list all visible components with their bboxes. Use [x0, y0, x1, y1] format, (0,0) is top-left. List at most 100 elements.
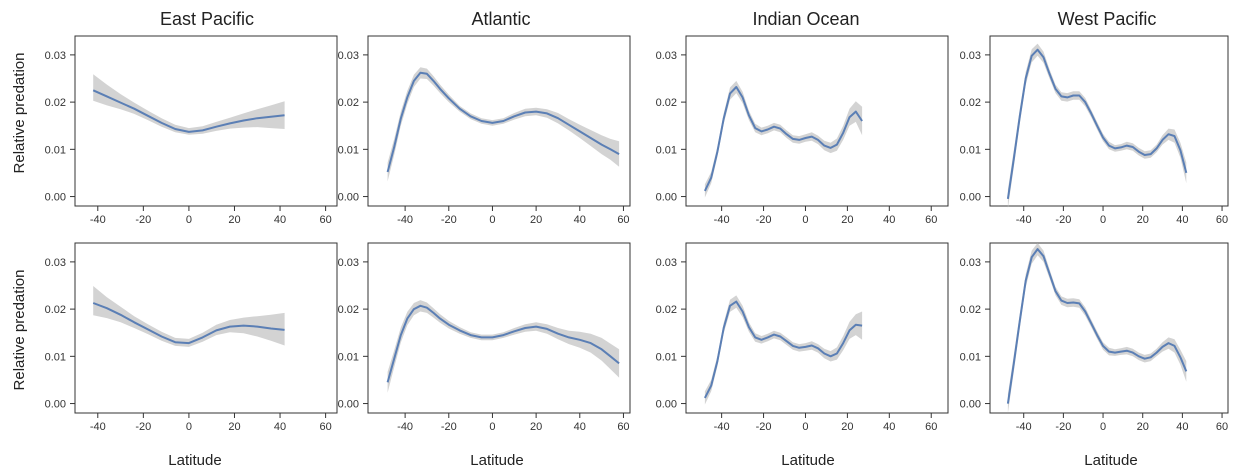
x-tick-label: 0: [1100, 421, 1106, 433]
plot-frame: [685, 35, 949, 207]
x-tick-label: -40: [90, 214, 106, 226]
x-tick-label: 20: [530, 214, 542, 226]
x-tick-label: 40: [1176, 214, 1188, 226]
y-axis-labels: Relative predation Relative predation: [11, 53, 28, 391]
plot-frame: [989, 242, 1229, 414]
panel-atlantic-row1: -40 -20 0 20 40 60 0.00 0.01 0.02 0.03: [338, 35, 631, 226]
y-tick-label: 0.01: [960, 351, 981, 363]
panel-indian-ocean-row2: -40 -20 0 20 40 60 0.00 0.01 0.02 0.03: [656, 242, 949, 433]
x-tick-label: 60: [617, 214, 629, 226]
y-tick-label: 0.00: [960, 399, 981, 411]
y-tick-label: 0.01: [656, 144, 677, 156]
fit-line: [92, 302, 285, 345]
panel-indian-ocean-row1: -40 -20 0 20 40 60 0.00 0.01 0.02 0.03: [656, 35, 949, 226]
x-tick-label: -40: [714, 421, 730, 433]
x-tick-label: -40: [90, 421, 106, 433]
x-tick-label: -20: [135, 421, 151, 433]
x-tick-label: 20: [530, 421, 542, 433]
x-tick-label: -20: [1055, 421, 1071, 433]
x-tick-label: 0: [489, 214, 495, 226]
x-tick-label: -20: [1055, 214, 1071, 226]
y-tick-label: 0.00: [656, 399, 677, 411]
x-axis-label-3: Latitude: [781, 452, 834, 469]
y-tick-label: 0.00: [45, 192, 66, 204]
panel-west-pacific-row2: -40 -20 0 20 40 60 0.00 0.01 0.02 0.03: [960, 242, 1229, 433]
fit-line: [1006, 248, 1188, 404]
y-tick-label: 0.00: [45, 399, 66, 411]
x-tick-label: 20: [228, 421, 240, 433]
fit-line: [386, 304, 620, 383]
y-tick-label: 0.03: [960, 257, 981, 269]
y-tick-label: 0.01: [45, 351, 66, 363]
y-tick-label: 0.02: [338, 97, 359, 109]
y-tick-label: 0.03: [45, 257, 66, 269]
column-title-east-pacific: East Pacific: [160, 9, 254, 29]
panels: -40 -20 0 20 40 60 0.00 0.01 0.02 0.03 -40 -20 0 20 40…: [45, 35, 1229, 433]
x-tick-label: 60: [319, 421, 331, 433]
x-axis-labels: Latitude Latitude Latitude Latitude: [168, 452, 1137, 469]
x-tick-label: 20: [1137, 214, 1149, 226]
x-tick-label: 60: [1216, 421, 1228, 433]
y-tick-label: 0.02: [960, 304, 981, 316]
confidence-band: [387, 300, 620, 393]
x-tick-label: -20: [441, 421, 457, 433]
y-tick-label: 0.02: [960, 97, 981, 109]
x-tick-label: 60: [319, 214, 331, 226]
plot-frame: [74, 242, 338, 414]
y-tick-label: 0.00: [338, 399, 359, 411]
x-tick-label: -40: [714, 214, 730, 226]
y-tick-label: 0.01: [960, 144, 981, 156]
confidence-band: [1007, 243, 1187, 413]
x-axis-label-1: Latitude: [168, 452, 221, 469]
column-title-west-pacific: West Pacific: [1058, 9, 1157, 29]
y-tick-label: 0.01: [656, 351, 677, 363]
x-tick-label: 60: [1216, 214, 1228, 226]
x-tick-label: -20: [441, 214, 457, 226]
x-tick-label: 0: [489, 421, 495, 433]
fit-line: [703, 86, 863, 192]
x-tick-label: -40: [1016, 421, 1032, 433]
x-tick-label: 40: [274, 421, 286, 433]
fit-line: [1006, 48, 1188, 200]
plot-frame: [685, 242, 949, 414]
column-title-atlantic: Atlantic: [471, 9, 530, 29]
x-tick-label: 0: [802, 421, 808, 433]
x-axis-label-4: Latitude: [1084, 452, 1137, 469]
x-tick-label: 40: [574, 421, 586, 433]
y-tick-label: 0.01: [338, 351, 359, 363]
y-tick-label: 0.03: [656, 50, 677, 62]
confidence-band: [387, 67, 620, 182]
y-tick-label: 0.02: [45, 304, 66, 316]
y-tick-label: 0.03: [960, 50, 981, 62]
y-tick-label: 0.02: [45, 97, 66, 109]
x-tick-label: 0: [1100, 214, 1106, 226]
x-tick-label: -40: [397, 214, 413, 226]
y-tick-label: 0.01: [45, 144, 66, 156]
plot-frame: [74, 35, 338, 207]
x-tick-label: -20: [756, 421, 772, 433]
x-tick-label: 20: [841, 421, 853, 433]
x-tick-label: -20: [756, 214, 772, 226]
x-tick-label: 40: [574, 214, 586, 226]
fit-line: [704, 300, 863, 399]
x-tick-label: 0: [802, 214, 808, 226]
x-tick-label: -20: [135, 214, 151, 226]
x-axis-label-2: Latitude: [470, 452, 523, 469]
y-tick-label: 0.00: [656, 192, 677, 204]
column-titles: East Pacific Atlantic Indian Ocean West …: [160, 9, 1156, 29]
confidence-band: [93, 286, 285, 347]
y-axis-label-top: Relative predation: [11, 53, 28, 174]
x-tick-label: 60: [925, 421, 937, 433]
panel-east-pacific-row1: -40 -20 0 20 40 60 0.00 0.01 0.02 0.03: [45, 35, 338, 226]
x-tick-label: 60: [617, 421, 629, 433]
fit-line: [386, 71, 620, 173]
x-tick-label: 40: [1176, 421, 1188, 433]
column-title-indian-ocean: Indian Ocean: [752, 9, 859, 29]
x-tick-label: 60: [925, 214, 937, 226]
x-tick-label: 20: [228, 214, 240, 226]
y-tick-label: 0.03: [45, 50, 66, 62]
y-tick-label: 0.03: [338, 257, 359, 269]
x-tick-label: 40: [274, 214, 286, 226]
y-axis-label-bottom: Relative predation: [11, 270, 28, 391]
y-tick-label: 0.02: [656, 304, 677, 316]
